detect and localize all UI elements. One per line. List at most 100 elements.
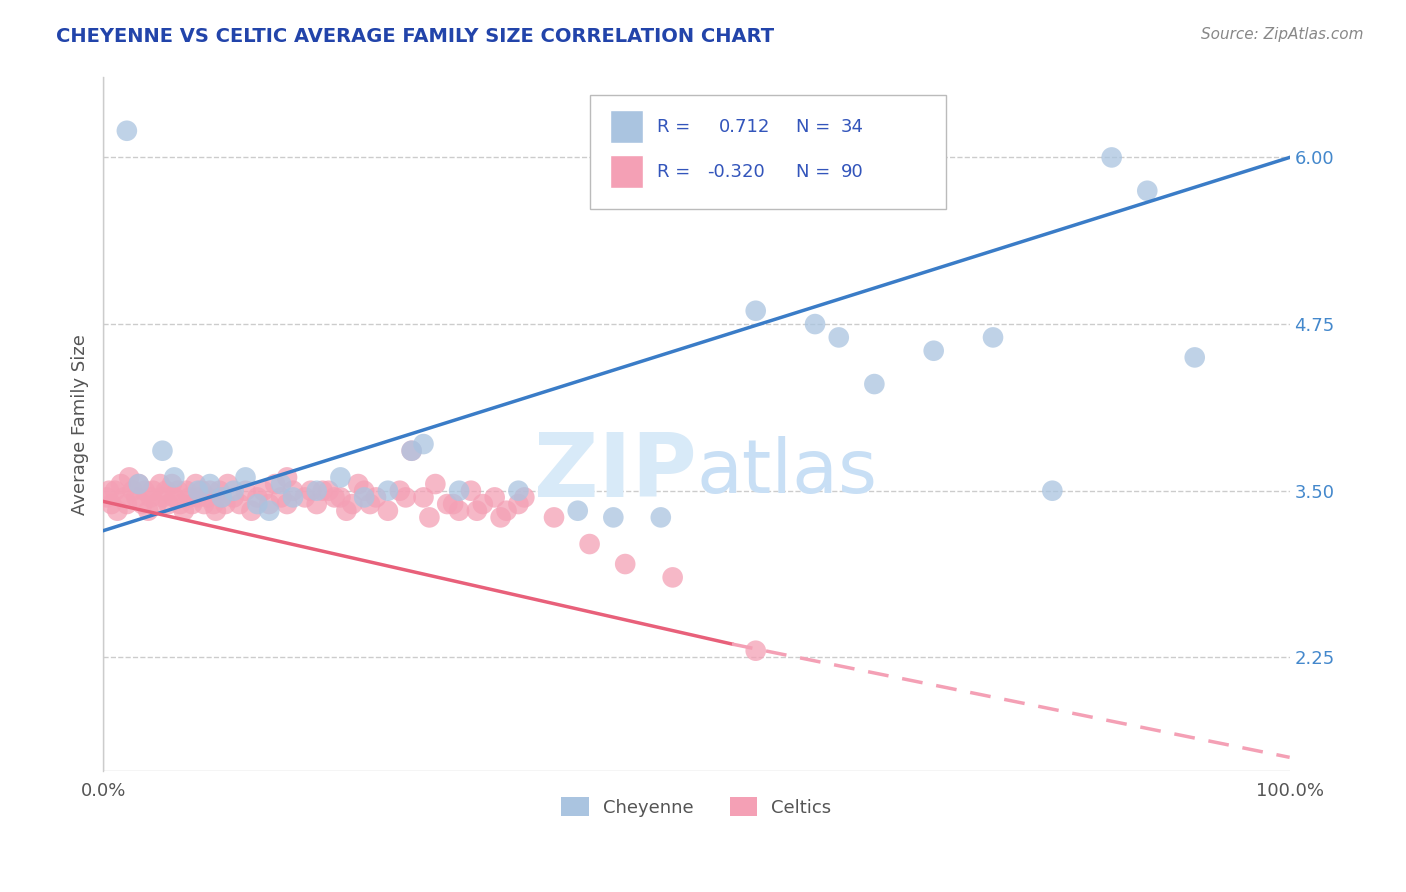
Text: R =: R = <box>657 162 690 181</box>
Point <box>187 491 209 505</box>
Point <box>187 483 209 498</box>
Point <box>508 497 530 511</box>
Point <box>270 491 292 505</box>
Point <box>142 483 165 498</box>
Point <box>139 491 162 505</box>
Point <box>465 504 488 518</box>
Point <box>543 510 565 524</box>
Point <box>270 477 292 491</box>
Point <box>513 491 536 505</box>
Point <box>214 497 236 511</box>
Point <box>235 483 257 498</box>
Point <box>145 497 167 511</box>
Text: R =: R = <box>657 118 690 136</box>
Text: ZIP: ZIP <box>534 429 696 516</box>
Text: N =: N = <box>796 162 831 181</box>
Point <box>157 497 180 511</box>
Point <box>121 483 143 498</box>
Point <box>449 504 471 518</box>
Point <box>1040 483 1063 498</box>
Point <box>484 491 506 505</box>
Point <box>661 570 683 584</box>
Point <box>388 483 411 498</box>
Point <box>114 491 136 505</box>
Point <box>401 443 423 458</box>
Point <box>377 483 399 498</box>
Point <box>100 497 122 511</box>
Bar <box>610 155 643 188</box>
Point <box>235 470 257 484</box>
Point <box>115 124 138 138</box>
Point <box>418 510 440 524</box>
Point <box>650 510 672 524</box>
Legend: Cheyenne, Celtics: Cheyenne, Celtics <box>554 790 838 824</box>
Point <box>395 491 418 505</box>
Point <box>174 483 197 498</box>
Point <box>163 491 186 505</box>
Point <box>152 491 174 505</box>
Point <box>359 497 381 511</box>
Point <box>217 477 239 491</box>
Point <box>495 504 517 518</box>
Point <box>353 491 375 505</box>
Point <box>436 497 458 511</box>
Point <box>193 497 215 511</box>
Point <box>412 491 434 505</box>
Point <box>323 491 346 505</box>
Point <box>163 470 186 484</box>
Point <box>1184 351 1206 365</box>
Point <box>401 443 423 458</box>
Point <box>198 477 221 491</box>
Point <box>155 483 177 498</box>
Point <box>276 470 298 484</box>
Text: N =: N = <box>796 118 831 136</box>
Point <box>149 477 172 491</box>
Point <box>208 483 231 498</box>
Point <box>128 477 150 491</box>
Point <box>602 510 624 524</box>
Point <box>222 491 245 505</box>
Point <box>131 497 153 511</box>
Point <box>179 491 201 505</box>
Point <box>335 504 357 518</box>
Point <box>240 504 263 518</box>
Point <box>281 491 304 505</box>
Point <box>294 491 316 505</box>
Point <box>804 317 827 331</box>
Point <box>152 443 174 458</box>
Point <box>364 491 387 505</box>
Bar <box>610 110 643 144</box>
Point <box>412 437 434 451</box>
Text: -0.320: -0.320 <box>707 162 765 181</box>
Point <box>305 497 328 511</box>
Point <box>228 497 250 511</box>
Point <box>377 504 399 518</box>
Point <box>981 330 1004 344</box>
Point <box>167 483 190 498</box>
Text: 0.712: 0.712 <box>718 118 770 136</box>
Point <box>184 477 207 491</box>
Point <box>169 497 191 511</box>
Point <box>197 491 219 505</box>
Point <box>115 497 138 511</box>
Point <box>1136 184 1159 198</box>
Point <box>329 491 352 505</box>
Point <box>257 497 280 511</box>
Point <box>173 504 195 518</box>
Point <box>441 497 464 511</box>
Text: CHEYENNE VS CELTIC AVERAGE FAMILY SIZE CORRELATION CHART: CHEYENNE VS CELTIC AVERAGE FAMILY SIZE C… <box>56 27 775 45</box>
Point <box>567 504 589 518</box>
Point <box>118 470 141 484</box>
Point <box>353 483 375 498</box>
Point <box>211 491 233 505</box>
Point <box>198 483 221 498</box>
Point <box>614 557 637 571</box>
Point <box>104 483 127 498</box>
Point <box>252 483 274 498</box>
Point <box>318 483 340 498</box>
Text: atlas: atlas <box>696 436 877 509</box>
Point <box>181 497 204 511</box>
Point <box>311 483 333 498</box>
Point <box>246 491 269 505</box>
Point <box>449 483 471 498</box>
